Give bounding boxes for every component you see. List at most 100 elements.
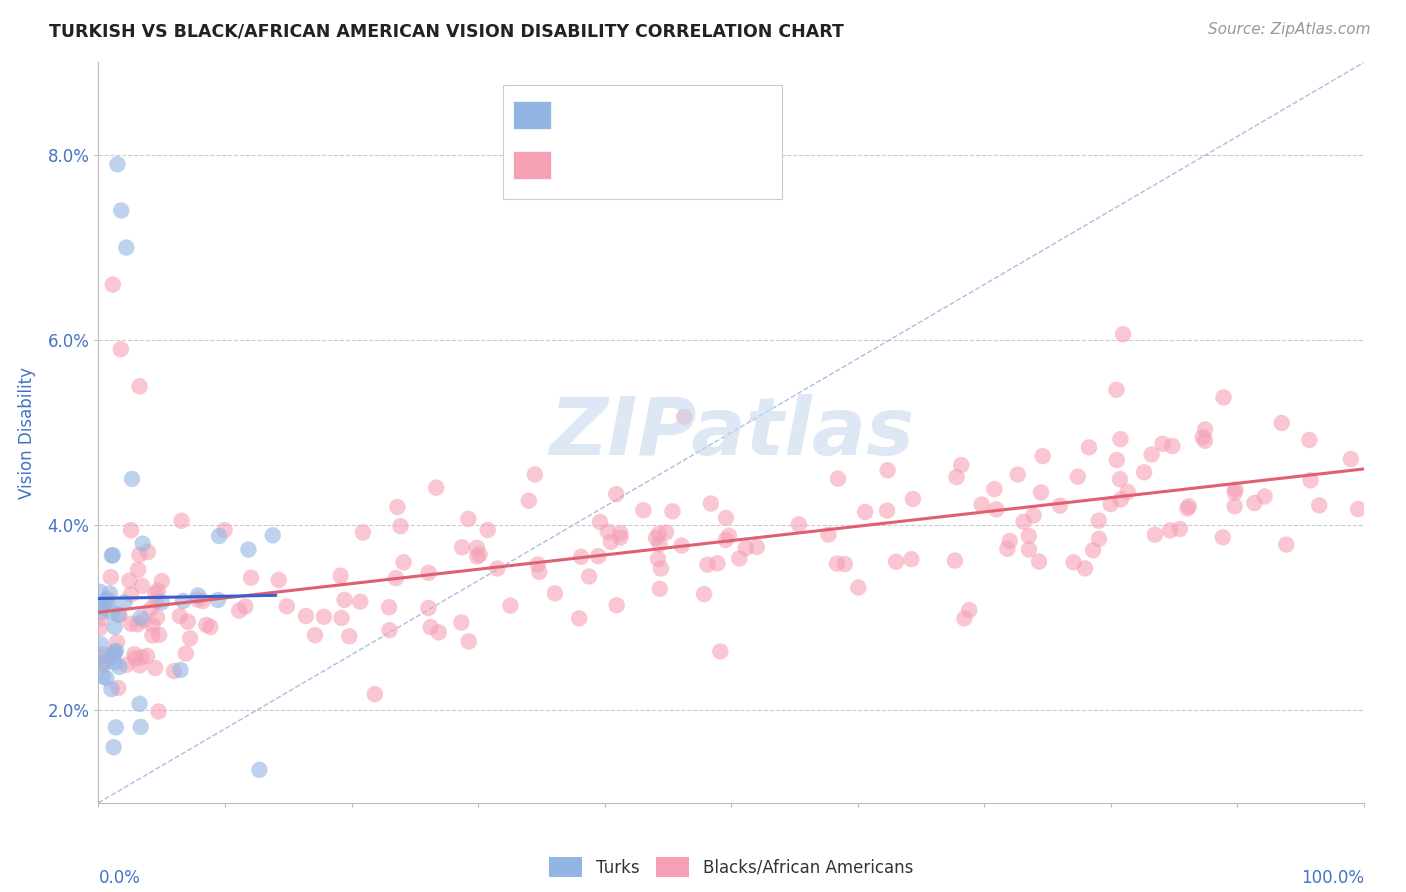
Point — [745, 540, 768, 554]
Point — [163, 664, 186, 678]
Point — [240, 571, 263, 585]
Point — [364, 687, 387, 701]
Point — [1194, 423, 1216, 437]
Text: 100.0%: 100.0% — [1301, 870, 1364, 888]
Point — [950, 458, 973, 472]
Point — [900, 552, 922, 566]
Point — [529, 565, 551, 579]
Point — [425, 481, 447, 495]
Point — [418, 566, 440, 580]
Point — [817, 527, 839, 541]
FancyBboxPatch shape — [503, 85, 782, 200]
Point — [983, 482, 1005, 496]
Point — [647, 551, 669, 566]
Point — [276, 599, 298, 614]
Point — [104, 620, 127, 634]
Point — [605, 487, 627, 501]
Point — [1049, 499, 1071, 513]
Point — [104, 644, 127, 658]
Point — [120, 588, 142, 602]
Point — [93, 598, 115, 612]
Point — [110, 203, 132, 218]
Point — [706, 557, 728, 571]
Point — [876, 463, 898, 477]
Point — [1243, 496, 1265, 510]
Point — [569, 549, 592, 564]
Point — [129, 610, 152, 624]
Point — [91, 669, 114, 683]
Point — [101, 605, 124, 619]
Point — [387, 500, 409, 514]
Point — [115, 657, 138, 672]
Point — [105, 635, 128, 649]
Point — [1159, 524, 1181, 538]
Point — [128, 697, 150, 711]
Point — [93, 655, 115, 669]
Point — [1018, 529, 1040, 543]
Point — [853, 505, 876, 519]
Point — [589, 515, 612, 529]
Point — [1212, 530, 1234, 544]
Point — [89, 621, 111, 635]
Point — [696, 558, 718, 572]
Point — [124, 651, 146, 665]
Point — [214, 523, 236, 537]
Point — [128, 548, 150, 562]
Point — [655, 525, 678, 540]
Point — [120, 523, 142, 537]
Point — [141, 628, 163, 642]
Point — [953, 611, 976, 625]
Point — [94, 654, 117, 668]
Point — [1212, 391, 1234, 405]
Point — [1194, 434, 1216, 448]
Point — [578, 569, 600, 583]
Point — [970, 498, 993, 512]
Point — [846, 581, 869, 595]
Point — [568, 611, 591, 625]
Point — [1340, 452, 1362, 467]
Point — [1067, 469, 1090, 483]
Point — [787, 517, 810, 532]
Point — [103, 645, 125, 659]
Point — [1078, 441, 1101, 455]
Point — [1223, 485, 1246, 500]
Text: 198: 198 — [723, 153, 759, 171]
Point — [945, 470, 967, 484]
Point — [1308, 499, 1330, 513]
Text: N =: N = — [685, 153, 721, 171]
Point — [671, 539, 693, 553]
Point — [132, 536, 155, 550]
Point — [1105, 383, 1128, 397]
Point — [101, 549, 124, 563]
Point — [131, 579, 153, 593]
Point — [94, 593, 117, 607]
Point — [200, 620, 222, 634]
Point — [468, 547, 491, 561]
Point — [127, 617, 149, 632]
Point — [349, 595, 371, 609]
Point — [477, 523, 499, 537]
Y-axis label: Vision Disability: Vision Disability — [18, 367, 37, 499]
Point — [1161, 439, 1184, 453]
Point — [118, 574, 141, 588]
Point — [389, 519, 412, 533]
Point — [1029, 485, 1052, 500]
Text: 43: 43 — [723, 103, 747, 122]
Point — [427, 625, 450, 640]
Point — [208, 529, 231, 543]
Point — [693, 587, 716, 601]
Point — [1032, 449, 1054, 463]
Point — [606, 599, 628, 613]
Point — [145, 586, 167, 600]
Point — [148, 628, 170, 642]
Point — [1140, 448, 1163, 462]
Point — [107, 157, 129, 171]
Point — [517, 493, 540, 508]
Point — [233, 599, 256, 614]
Point — [714, 511, 737, 525]
Point — [146, 610, 169, 624]
Point — [108, 660, 131, 674]
Point — [1063, 555, 1085, 569]
Point — [172, 594, 194, 608]
Point — [90, 605, 112, 619]
